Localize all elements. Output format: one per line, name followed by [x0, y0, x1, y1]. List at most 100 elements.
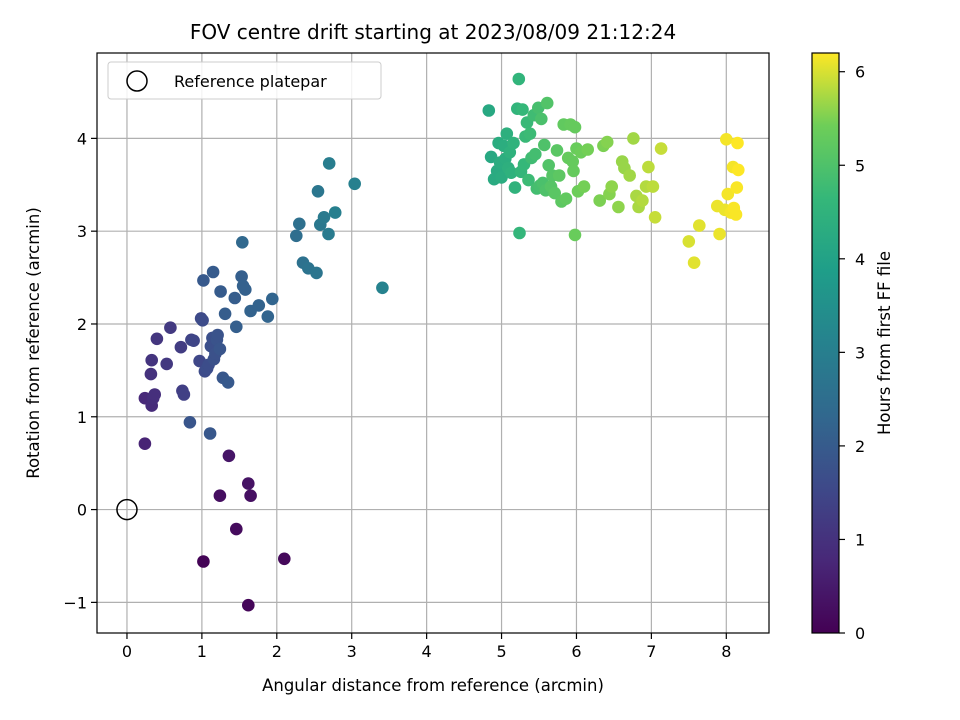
data-point — [197, 555, 210, 568]
data-point — [230, 522, 243, 536]
data-point — [522, 173, 535, 187]
data-point — [317, 211, 331, 224]
legend-box — [107, 61, 382, 100]
data-point — [623, 169, 636, 182]
x-tick-label: 7 — [646, 642, 656, 661]
data-point — [529, 147, 542, 161]
data-point — [293, 217, 306, 231]
data-point — [730, 181, 744, 194]
data-point — [612, 200, 625, 214]
data-point — [731, 136, 744, 150]
data-point — [627, 132, 640, 145]
data-point — [552, 169, 566, 182]
data-point — [508, 181, 522, 194]
data-point — [720, 133, 733, 146]
y-tick-label: 0 — [77, 501, 87, 520]
data-point — [593, 194, 606, 207]
data-point — [203, 427, 217, 440]
x-axis-label: Angular distance from reference (arcmin) — [262, 676, 604, 695]
data-point — [568, 120, 582, 134]
data-point — [482, 104, 496, 117]
data-point — [221, 376, 235, 389]
colorbar: 0 1 2 3 4 5 6 Hours from first FF file — [811, 52, 894, 643]
colorbar-tick-label: 6 — [855, 63, 865, 82]
colorbar-gradient — [811, 52, 840, 634]
legend-marker-reference — [126, 70, 148, 92]
data-point — [213, 489, 227, 503]
data-point — [567, 164, 580, 178]
data-point — [311, 185, 325, 198]
legend-label-reference: Reference platepar — [174, 72, 327, 91]
data-point — [600, 135, 614, 149]
data-point — [538, 138, 551, 152]
colorbar-label: Hours from first FF file — [875, 251, 894, 435]
data-point — [187, 334, 200, 348]
data-point — [138, 437, 152, 451]
data-point — [512, 72, 526, 86]
data-point — [206, 265, 220, 279]
data-point — [636, 194, 649, 207]
data-point — [732, 163, 745, 177]
data-point — [495, 171, 508, 184]
chart-title: FOV centre drift starting at 2023/08/09 … — [190, 20, 676, 44]
data-point — [642, 160, 655, 174]
colorbar-tick-label: 5 — [855, 156, 865, 175]
data-point — [328, 206, 342, 219]
data-point — [505, 166, 518, 179]
x-tick-label: 1 — [197, 642, 207, 661]
x-tick-label: 0 — [122, 642, 132, 661]
data-point — [322, 227, 335, 241]
y-axis-label: Rotation from reference (arcmin) — [24, 207, 43, 479]
data-point — [235, 270, 248, 283]
data-point — [721, 187, 735, 201]
data-point — [500, 127, 514, 140]
colorbar-ticks: 0 1 2 3 4 5 6 — [839, 63, 865, 643]
data-point — [150, 332, 164, 346]
data-point — [242, 477, 255, 490]
data-point — [348, 177, 362, 191]
colorbar-tick-label: 3 — [855, 343, 865, 362]
data-point — [729, 208, 743, 221]
x-tick-label: 5 — [496, 642, 506, 661]
data-point — [290, 229, 303, 243]
data-point — [218, 307, 232, 321]
data-point — [183, 416, 197, 429]
data-point — [581, 143, 594, 156]
data-point — [559, 192, 573, 205]
colorbar-tick-label: 0 — [855, 624, 865, 643]
data-point — [577, 180, 591, 193]
data-point — [550, 144, 564, 157]
data-point — [228, 291, 242, 305]
data-point — [148, 388, 161, 401]
data-point — [513, 226, 526, 240]
data-point — [242, 598, 255, 612]
data-points — [116, 72, 745, 612]
data-point — [230, 320, 243, 334]
data-point — [542, 159, 555, 172]
data-point — [174, 340, 188, 354]
reference-platepar-marker — [116, 498, 138, 521]
legend: Reference platepar — [107, 61, 382, 100]
data-point — [177, 388, 191, 401]
data-point — [211, 328, 224, 342]
data-point — [261, 310, 275, 323]
data-point — [566, 155, 579, 168]
data-point — [236, 236, 249, 249]
data-point — [646, 180, 660, 193]
data-point — [222, 449, 236, 463]
data-point — [196, 314, 209, 327]
y-tick-label: −1 — [63, 593, 87, 612]
data-point — [244, 489, 257, 503]
data-point — [523, 127, 537, 140]
plot-frame — [96, 52, 770, 634]
data-point — [648, 211, 662, 224]
x-tick-label: 4 — [422, 642, 432, 661]
data-point — [682, 235, 696, 248]
data-point — [540, 96, 554, 110]
data-point — [693, 219, 706, 232]
data-point — [144, 367, 158, 381]
data-point — [654, 142, 668, 155]
x-tick-label: 6 — [571, 642, 581, 661]
data-point — [145, 353, 158, 367]
